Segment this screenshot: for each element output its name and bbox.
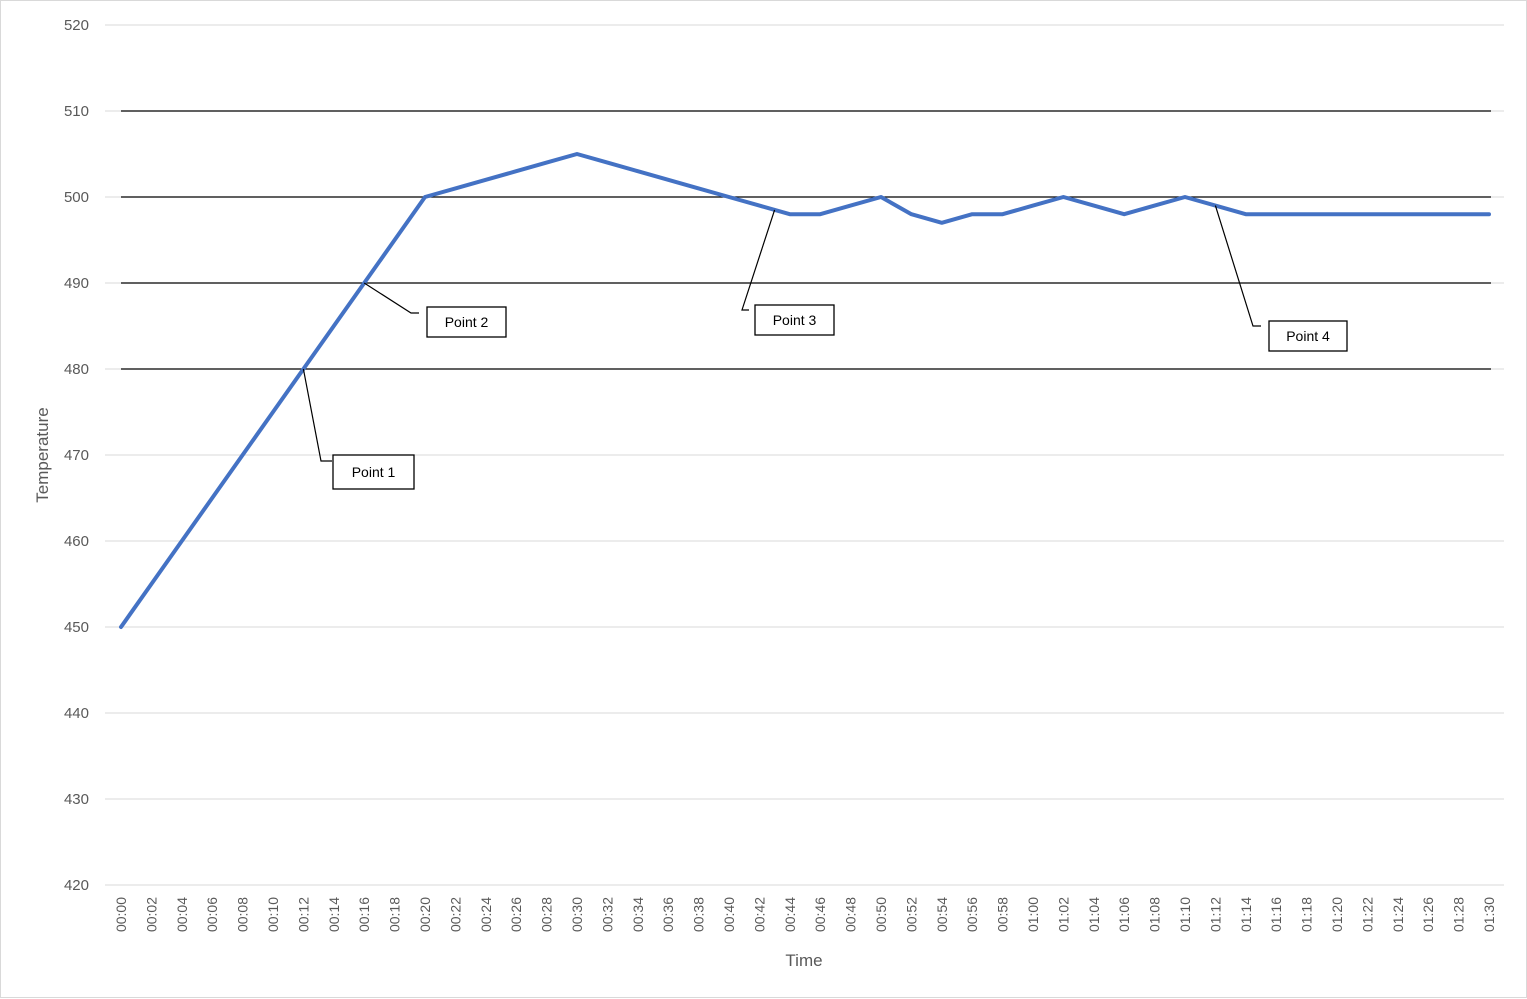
y-tick-label: 430 [64, 791, 89, 808]
x-axis-title: Time [785, 951, 822, 970]
y-tick-label: 420 [64, 877, 89, 894]
annotation-label: Point 3 [773, 312, 817, 328]
annotation-box [426, 306, 507, 338]
x-tick-label: 01:20 [1329, 897, 1345, 932]
x-axis-ticks: 00:00 00:02 00:04 00:06 00:08 00:10 00:12 00:14… [113, 897, 1497, 932]
x-tick-label: 00:34 [630, 897, 646, 932]
x-tick-label: 00:26 [508, 897, 524, 932]
x-tick-label: 01:22 [1359, 897, 1375, 932]
x-tick-label: 01:06 [1116, 897, 1132, 932]
annotation-leader [741, 209, 776, 311]
y-tick-label: 450 [64, 619, 89, 636]
x-tick-label: 00:12 [295, 897, 311, 932]
x-tick-label: 00:18 [387, 897, 403, 932]
annotation-box [754, 304, 835, 336]
x-tick-label: 00:20 [417, 897, 433, 932]
x-tick-label: 00:56 [964, 897, 980, 932]
x-tick-label: 00:42 [751, 897, 767, 932]
annotation-box [332, 454, 415, 490]
x-tick-label: 00:22 [447, 897, 463, 932]
x-tick-label: 01:00 [1025, 897, 1041, 932]
x-tick-label: 00:16 [356, 897, 372, 932]
x-tick-label: 00:08 [235, 897, 251, 932]
annotation-leader [363, 282, 419, 314]
x-tick-label: 01:10 [1177, 897, 1193, 932]
x-tick-label: 00:46 [812, 897, 828, 932]
series-line [119, 152, 1491, 629]
x-tick-label: 01:04 [1086, 897, 1102, 932]
x-tick-label: 00:14 [326, 897, 342, 932]
x-tick-label: 01:14 [1238, 897, 1254, 932]
annotation-label: Point 1 [352, 464, 396, 480]
x-tick-label: 01:18 [1299, 897, 1315, 932]
annotation-box [1268, 320, 1348, 352]
x-tick-label: 00:28 [539, 897, 555, 932]
y-tick-label: 440 [64, 705, 89, 722]
x-tick-label: 01:28 [1451, 897, 1467, 932]
x-tick-label: 00:06 [204, 897, 220, 932]
x-tick-label: 00:44 [782, 897, 798, 932]
annotation-label: Point 4 [1286, 328, 1330, 344]
x-tick-label: 00:32 [599, 897, 615, 932]
gridlines [105, 24, 1504, 886]
x-tick-label: 00:52 [903, 897, 919, 932]
x-tick-label: 00:00 [113, 897, 129, 932]
x-tick-label: 00:36 [660, 897, 676, 932]
y-axis-title: Temperature [33, 407, 52, 502]
y-tick-label: 500 [64, 189, 89, 206]
x-tick-label: 01:16 [1268, 897, 1284, 932]
reference-lines [121, 110, 1491, 370]
y-tick-label: 510 [64, 103, 89, 120]
x-tick-label: 00:54 [934, 897, 950, 932]
y-axis-ticks: 420 430 440 450 460 470 480 490 500 510 520 [64, 17, 89, 894]
series [119, 152, 1491, 629]
x-tick-label: 01:08 [1147, 897, 1163, 932]
y-tick-label: 490 [64, 275, 89, 292]
x-tick-label: 00:10 [265, 897, 281, 932]
y-tick-label: 520 [64, 17, 89, 34]
y-tick-label: 460 [64, 533, 89, 550]
x-tick-label: 01:24 [1390, 897, 1406, 932]
y-tick-label: 480 [64, 361, 89, 378]
y-tick-label: 470 [64, 447, 89, 464]
x-tick-label: 01:30 [1481, 897, 1497, 932]
x-tick-label: 01:26 [1420, 897, 1436, 932]
annotation-label: Point 2 [445, 314, 489, 330]
x-tick-label: 00:48 [843, 897, 859, 932]
x-tick-label: 00:24 [478, 897, 494, 932]
annotation-leader [302, 368, 332, 462]
x-tick-label: 01:02 [1055, 897, 1071, 932]
x-tick-label: 00:58 [995, 897, 1011, 932]
x-tick-label: 00:02 [143, 897, 159, 932]
annotations: Point 1 Point 2 Point 3 Point 4 [302, 205, 1348, 490]
x-tick-label: 00:40 [721, 897, 737, 932]
x-tick-label: 00:38 [691, 897, 707, 932]
x-tick-label: 00:30 [569, 897, 585, 932]
x-tick-label: 00:04 [174, 897, 190, 932]
x-tick-label: 00:50 [873, 897, 889, 932]
x-tick-label: 01:12 [1207, 897, 1223, 932]
annotation-leader [1214, 205, 1261, 327]
